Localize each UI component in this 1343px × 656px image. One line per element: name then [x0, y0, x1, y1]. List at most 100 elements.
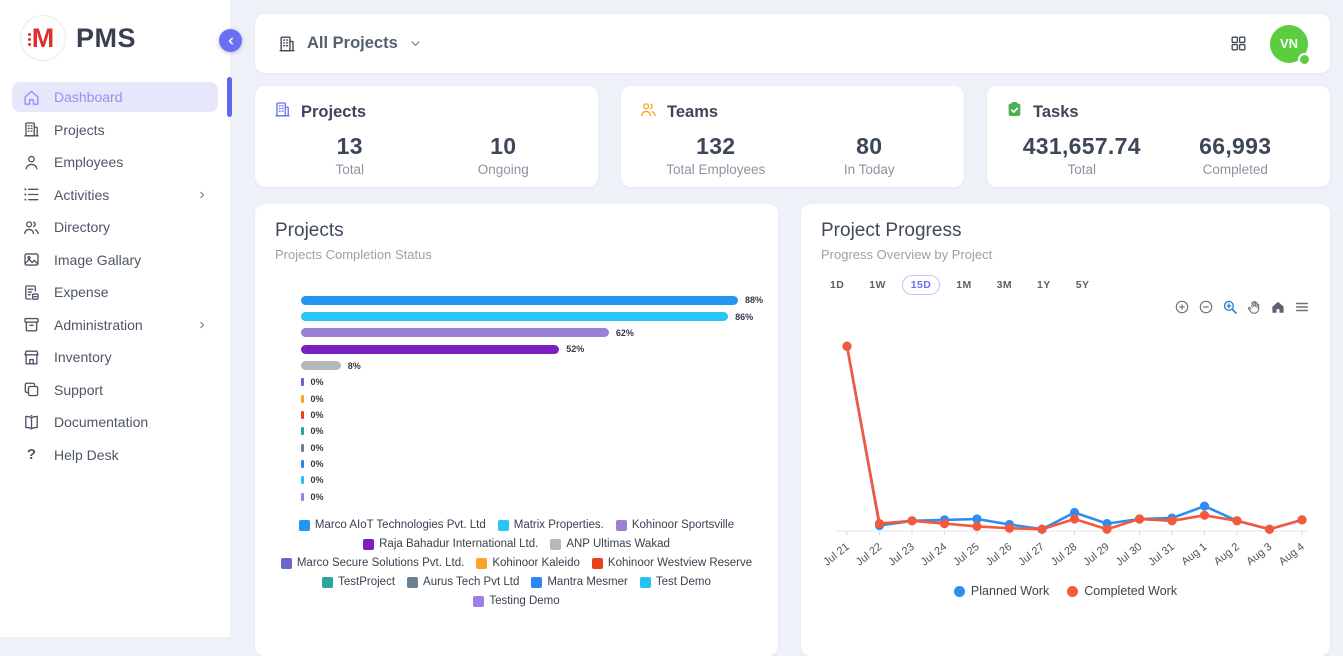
progress-line-chart[interactable]: Jul 21 Jul 22 Jul 23 Jul 24 Jul 25 Jul 26 Jul …: [821, 321, 1310, 578]
sidebar-item-documentation[interactable]: Documentation: [12, 407, 218, 437]
bar-row: 88%: [301, 292, 763, 308]
legend-item[interactable]: Testing Demo: [473, 595, 560, 608]
stat-metric: 80 In Today: [793, 133, 947, 177]
bar-row: 86%: [301, 308, 758, 324]
bar-value-label: 0%: [310, 426, 324, 437]
bar-segment[interactable]: [301, 460, 304, 469]
bar-segment[interactable]: [301, 312, 729, 322]
logo-circuit-dots: [28, 33, 31, 46]
list-icon: [22, 185, 41, 204]
stat-metric-value: 132: [696, 133, 736, 159]
bar-segment[interactable]: [301, 328, 609, 338]
timeframe-5y[interactable]: 5Y: [1067, 275, 1099, 295]
legend-item[interactable]: Kohinoor Sportsville: [615, 519, 734, 531]
legend-item[interactable]: Kohinoor Kaleido: [476, 557, 580, 569]
timeframe-15d[interactable]: 15D: [901, 275, 941, 295]
svg-text:Jul 31: Jul 31: [1146, 541, 1177, 569]
stat-metric-label: Total: [335, 162, 365, 177]
sidebar-item-directory[interactable]: Directory: [12, 212, 218, 242]
timeframe-1y[interactable]: 1Y: [1028, 275, 1060, 295]
sidebar-item-label: Dashboard: [54, 89, 123, 105]
bar-segment[interactable]: [301, 492, 304, 501]
legend-swatch: [953, 585, 965, 597]
legend-label: Aurus Tech Pvt Ltd: [423, 576, 520, 589]
chevron-right-icon: [196, 319, 208, 331]
legend-swatch: [280, 557, 292, 569]
timeframe-1d[interactable]: 1D: [821, 275, 853, 295]
timeframe-1w[interactable]: 1W: [860, 275, 895, 295]
stat-metric-value: 13: [336, 133, 363, 159]
sidebar-item-employees[interactable]: Employees: [12, 147, 218, 177]
legend-item[interactable]: Mantra Mesmer: [531, 576, 628, 588]
bar-segment[interactable]: [301, 344, 560, 354]
bar-row: 62%: [301, 325, 758, 341]
legend-swatch: [550, 538, 562, 550]
sidebar-item-support[interactable]: Support: [12, 375, 218, 405]
bar-segment[interactable]: [301, 295, 738, 305]
legend-swatch: [639, 576, 651, 588]
zoom-in-icon[interactable]: [1174, 299, 1190, 317]
selection-zoom-icon[interactable]: [1222, 299, 1238, 317]
bar-row: 0%: [301, 407, 758, 423]
stat-metric-label: Ongoing: [477, 162, 529, 177]
legend-item[interactable]: ANP Ultimas Wakad: [550, 538, 670, 550]
sidebar-item-expense[interactable]: Expense: [12, 277, 218, 307]
svg-text:Aug 3: Aug 3: [1244, 541, 1274, 568]
legend-item[interactable]: Test Demo: [639, 576, 711, 588]
legend-swatch: [615, 519, 627, 531]
menu-icon[interactable]: [1294, 299, 1310, 317]
legend-label: Kohinoor Kaleido: [492, 557, 580, 570]
bar-value-label: 0%: [310, 475, 324, 486]
zoom-out-icon[interactable]: [1198, 299, 1214, 317]
sidebar-item-image-gallary[interactable]: Image Gallary: [12, 245, 218, 275]
legend-item[interactable]: Raja Bahadur International Ltd.: [363, 538, 538, 550]
stats-row: Projects 13 Total 10 Ongoing Teams 132 Total Em…: [255, 86, 1330, 187]
legend-item[interactable]: Planned Work: [953, 584, 1049, 598]
apps-grid-icon[interactable]: [1229, 34, 1248, 53]
legend-label: Matrix Properties.: [513, 519, 604, 532]
legend-item[interactable]: Completed Work: [1067, 584, 1177, 598]
home-icon[interactable]: [1270, 299, 1286, 317]
bar-segment[interactable]: [301, 378, 304, 387]
stat-metric-value: 80: [856, 133, 883, 159]
project-filter-dropdown[interactable]: All Projects: [277, 34, 423, 54]
legend-swatch: [531, 576, 543, 588]
bar-segment[interactable]: [301, 410, 304, 419]
sidebar-item-administration[interactable]: Administration: [12, 310, 218, 340]
sidebar-item-help-desk[interactable]: ? Help Desk: [12, 440, 218, 470]
people-icon: [639, 100, 658, 124]
topbar: All Projects VN: [255, 14, 1330, 73]
bar-segment[interactable]: [301, 427, 304, 436]
bar-segment[interactable]: [301, 394, 304, 403]
legend-item[interactable]: Marco Secure Solutions Pvt. Ltd.: [280, 557, 464, 569]
sidebar-item-dashboard[interactable]: Dashboard: [12, 77, 232, 117]
legend-item[interactable]: Kohinoor Westview Reserve: [591, 557, 752, 569]
chevron-right-icon: [196, 189, 208, 201]
legend-item[interactable]: Matrix Properties.: [497, 519, 604, 532]
avatar-initials: VN: [1279, 36, 1299, 51]
timeframe-1m[interactable]: 1M: [947, 275, 980, 295]
legend-item[interactable]: Aurus Tech Pvt Ltd: [407, 576, 519, 588]
timeframe-3m[interactable]: 3M: [988, 275, 1021, 295]
bar-segment[interactable]: [301, 476, 304, 485]
sidebar-item-projects[interactable]: Projects: [12, 115, 218, 145]
legend-swatch: [363, 538, 375, 550]
legend-swatch: [322, 576, 334, 588]
bar-segment[interactable]: [301, 361, 341, 371]
legend-item[interactable]: TestProject: [322, 576, 395, 588]
legend-swatch: [1067, 585, 1079, 597]
legend-item[interactable]: Marco AIoT Technologies Pvt. Ltd: [298, 519, 486, 531]
legend-label: Testing Demo: [489, 595, 560, 608]
pan-icon[interactable]: [1246, 299, 1262, 317]
legend-label: Completed Work: [1084, 584, 1178, 598]
sidebar-item-activities[interactable]: Activities: [12, 180, 218, 210]
avatar[interactable]: VN: [1270, 24, 1311, 66]
bar-segment[interactable]: [301, 443, 304, 452]
sidebar-collapse-button[interactable]: [219, 29, 242, 52]
projects-chart-legend: Marco AIoT Technologies Pvt. Ltd Matrix P…: [275, 519, 758, 607]
bar-value-label: 0%: [310, 409, 324, 420]
stat-card-title: Tasks: [1033, 102, 1079, 121]
sidebar-item-inventory[interactable]: Inventory: [12, 342, 218, 372]
app-logo: M PMS: [0, 0, 230, 73]
legend-swatch: [497, 519, 509, 531]
